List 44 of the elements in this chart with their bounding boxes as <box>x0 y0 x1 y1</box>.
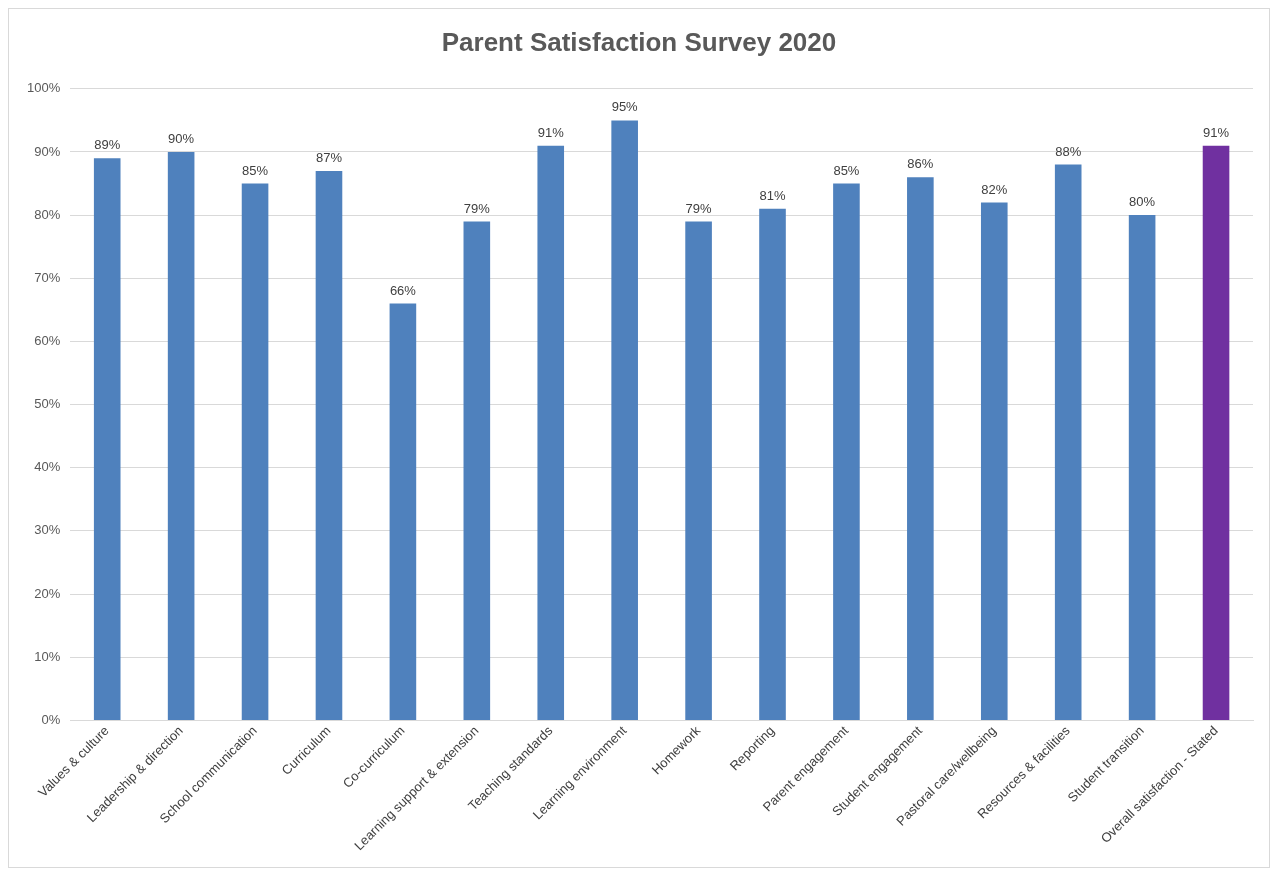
y-tick-label: 60% <box>34 333 61 349</box>
data-label: 82% <box>981 181 1008 197</box>
y-tick-label: 0% <box>41 711 61 727</box>
bar <box>463 221 491 720</box>
y-tick-label: 90% <box>34 143 61 159</box>
data-label: 86% <box>907 156 934 172</box>
y-tick-label: 40% <box>34 459 61 475</box>
bar <box>1128 215 1156 720</box>
y-tick-label: 10% <box>34 648 61 664</box>
y-tick-label: 70% <box>34 269 61 285</box>
chart-title: Parent Satisfaction Survey 2020 <box>440 27 838 58</box>
bar <box>833 183 860 720</box>
data-label: 85% <box>242 162 269 178</box>
bar <box>1054 164 1082 720</box>
data-label: 79% <box>685 200 713 216</box>
data-label: 85% <box>833 162 860 178</box>
data-label: 79% <box>463 200 491 216</box>
y-tick-label: 100% <box>27 80 61 96</box>
y-tick-label: 20% <box>34 585 61 601</box>
bar <box>241 183 269 720</box>
bar <box>759 208 786 720</box>
data-label: 81% <box>759 187 786 203</box>
bar <box>685 221 712 720</box>
bar <box>907 177 934 720</box>
bar <box>611 120 638 720</box>
data-label: 80% <box>1129 194 1156 210</box>
y-tick-label: 50% <box>34 396 61 412</box>
y-tick-label: 80% <box>34 206 61 222</box>
bar <box>389 303 417 720</box>
data-label: 88% <box>1055 143 1082 159</box>
bar <box>980 202 1008 720</box>
data-label: 90% <box>168 131 195 147</box>
bar <box>93 158 121 720</box>
data-label: 89% <box>94 137 121 153</box>
data-label: 91% <box>1203 124 1230 140</box>
bar <box>315 170 343 720</box>
y-tick-label: 30% <box>34 522 61 538</box>
data-label: 87% <box>315 149 343 165</box>
bar <box>167 151 195 720</box>
bar <box>537 145 565 720</box>
data-label: 91% <box>537 124 565 140</box>
bar <box>1202 145 1230 720</box>
data-label: 66% <box>389 282 417 298</box>
data-label: 95% <box>611 99 639 115</box>
